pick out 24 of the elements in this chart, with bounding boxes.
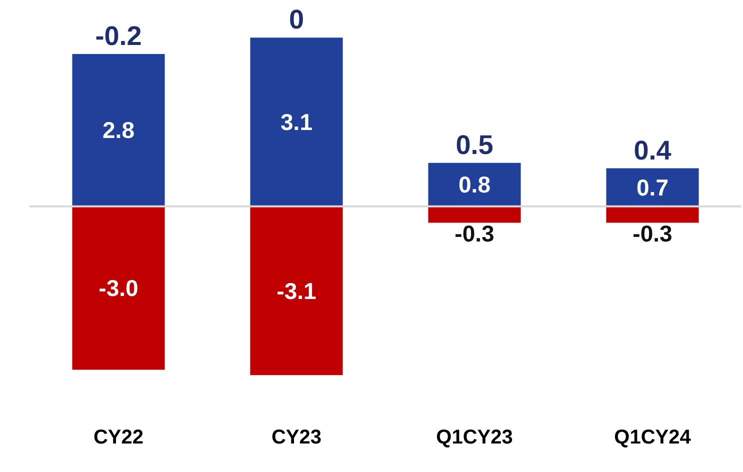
bar xyxy=(428,206,521,223)
x-tick-label: CY23 xyxy=(271,426,322,448)
bar xyxy=(250,38,343,206)
data-label: 2.8 xyxy=(102,117,135,144)
bar xyxy=(250,206,343,376)
x-tick-label: Q1CY23 xyxy=(436,426,513,448)
data-label: -0.3 xyxy=(632,220,672,247)
total-label: 0.5 xyxy=(456,130,494,160)
bar xyxy=(72,206,165,370)
x-tick-label: Q1CY24 xyxy=(614,426,692,448)
x-tick-label: CY22 xyxy=(93,426,144,448)
bar xyxy=(606,206,699,223)
data-label: 0.8 xyxy=(458,172,491,198)
data-label: 3.1 xyxy=(280,109,313,136)
data-label: -3.0 xyxy=(98,275,138,302)
data-label: -3.1 xyxy=(276,278,317,304)
total-label: -0.2 xyxy=(95,20,142,51)
bar xyxy=(606,168,699,206)
total-label: 0 xyxy=(288,4,304,35)
data-label: -0.3 xyxy=(454,220,494,247)
bar xyxy=(72,54,165,206)
bar xyxy=(428,162,521,206)
data-label: 0.7 xyxy=(636,174,668,200)
total-label: 0.4 xyxy=(634,135,672,166)
